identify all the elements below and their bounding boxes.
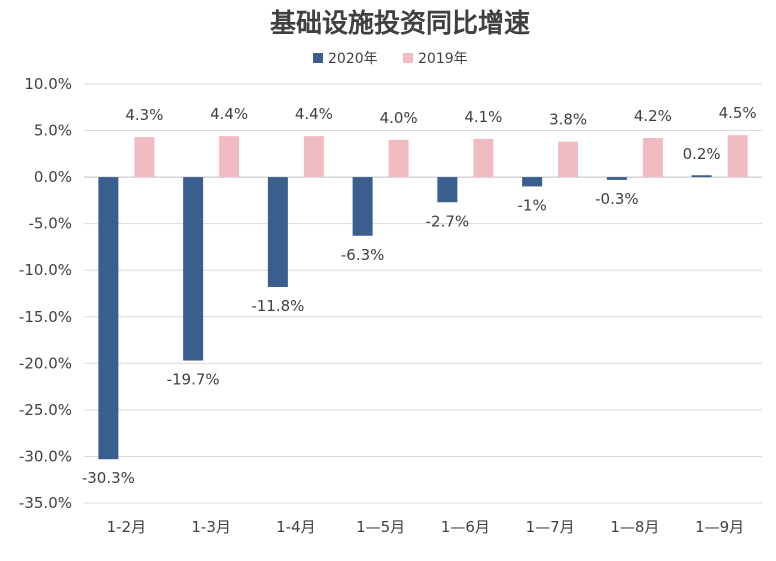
x-tick-label: 1—9月 [695,518,744,536]
bar-2020 [522,177,543,187]
data-label-2019: 4.4% [210,105,248,123]
data-label-2019: 4.1% [464,108,502,126]
data-label-2020: -30.3% [82,469,135,487]
bar-2020 [606,177,627,180]
y-axis-ticks: 10.0% 5.0% 0.0% -5.0% -10.0% -15.0% -20.0% -25.… [19,75,72,512]
x-tick-label: 1—7月 [526,518,575,536]
data-label-2019: 4.4% [295,105,333,123]
y-tick-label: -20.0% [19,354,72,372]
x-tick-label: 1—5月 [356,518,405,536]
chart-title: 基础设施投资同比增速 [270,8,530,39]
bar-2020 [352,177,373,236]
data-label-2020: 0.2% [683,145,721,163]
bar-2019 [727,135,748,178]
data-label-2020: -2.7% [426,212,470,230]
x-tick-label: 1—6月 [441,518,490,536]
y-tick-label: 10.0% [24,75,72,93]
y-tick-label: 0.0% [34,168,72,186]
data-label-2020: -1% [518,196,547,214]
legend-swatch-2019 [403,53,413,63]
x-tick-label: 1—8月 [610,518,659,536]
bar-2020 [267,177,288,287]
bar-2019 [134,137,155,178]
data-label-2020: -6.3% [341,246,385,264]
data-label-2020: -11.8% [251,297,304,315]
y-tick-label: 5.0% [34,122,72,140]
bar-2020 [183,177,204,361]
data-label-2019: 4.0% [380,109,418,127]
data-label-2019: 4.3% [125,106,163,124]
legend-label-2020: 2020年 [328,51,378,67]
data-label-2019: 3.8% [549,111,587,129]
legend-label-2019: 2019年 [418,51,468,67]
bar-2020 [437,177,458,203]
x-tick-label: 1-2月 [107,518,147,536]
legend-swatch-2020 [313,53,323,63]
data-label-2019: 4.2% [634,107,672,125]
x-tick-label: 1-4月 [276,518,316,536]
y-tick-label: -10.0% [19,261,72,279]
bar-2019 [558,141,579,178]
legend: 2020年 2019年 [313,51,468,67]
bar-2020 [691,175,712,178]
data-labels: -30.3% 4.3% -19.7% 4.4% -11.8% 4.4% -6.3% 4.0% -… [82,104,757,487]
data-label-2020: -19.7% [167,371,220,389]
x-tick-label: 1-3月 [191,518,231,536]
bar-2019 [642,138,663,178]
data-label-2019: 4.5% [719,104,757,122]
y-tick-label: -35.0% [19,494,72,512]
bar-2019 [473,138,494,178]
bars [98,135,748,460]
bar-2019 [219,136,240,178]
bar-2019 [303,136,324,178]
y-tick-label: -30.0% [19,447,72,465]
data-label-2020: -0.3% [595,190,639,208]
y-tick-label: -25.0% [19,401,72,419]
bar-2020 [98,177,119,460]
y-tick-label: -5.0% [28,215,72,233]
y-tick-label: -15.0% [19,308,72,326]
x-axis-ticks: 1-2月 1-3月 1-4月 1—5月 1—6月 1—7月 1—8月 1—9月 [107,518,745,536]
bar-2019 [388,139,409,178]
